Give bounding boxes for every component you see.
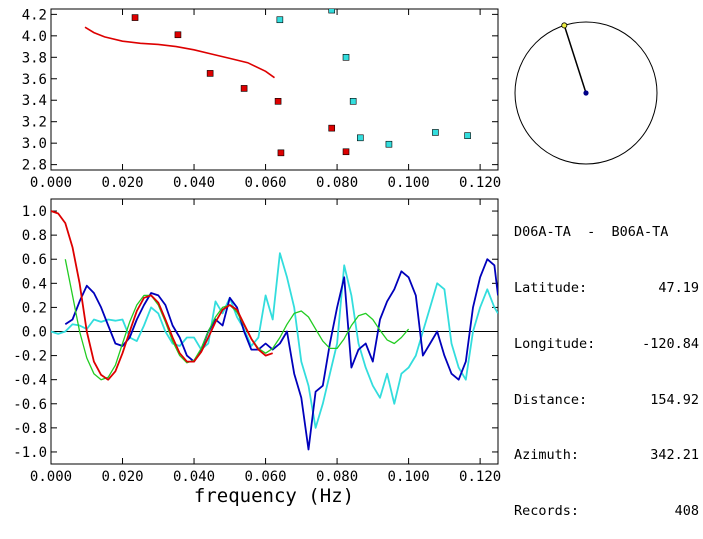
- correlation-panel: 0.000 0.020 0.040 0.060 0.080 0.100 0.120 1.0 0.…: [13, 198, 501, 507]
- figure-canvas: 0.000 0.020 0.040 0.060 0.080 0.100 0.120 2.8 3.…: [13, 7, 658, 507]
- distance-value: 154.92: [650, 391, 699, 408]
- correlation-x-tick-label: 0.000: [30, 469, 72, 485]
- azimuth-needle: [563, 25, 587, 94]
- red-dispersion-point: [174, 31, 182, 39]
- correlation-y-tick-label: -1.0: [13, 445, 47, 461]
- latitude-value: 47.19: [658, 279, 699, 296]
- cyan-dispersion-point: [385, 140, 393, 148]
- latitude-row: Latitude: 47.19: [514, 279, 699, 298]
- cyan-dispersion-point: [342, 53, 350, 61]
- dispersion-panel: 0.000 0.020 0.040 0.060 0.080 0.100 0.120 2.8 3.…: [22, 7, 501, 191]
- correlation-y-tick-label: 0.2: [22, 300, 47, 316]
- cyan-correlation-curve: [51, 252, 498, 429]
- dispersion-x-tick-label: 0.040: [173, 175, 215, 191]
- correlation-y-tick-label: 1.0: [22, 204, 47, 220]
- blue-correlation-curve: [64, 258, 498, 451]
- red-dispersion-point: [277, 149, 285, 157]
- compass-circle: [514, 21, 658, 165]
- latitude-label: Latitude:: [514, 279, 588, 296]
- records-row: Records: 408: [514, 502, 699, 521]
- dispersion-x-tick-label: 0.060: [244, 175, 286, 191]
- dispersion-y-tick-label: 3.8: [22, 50, 47, 66]
- correlation-y-tick-label: 0.4: [22, 276, 47, 292]
- dispersion-y-tick-label: 3.6: [22, 72, 47, 88]
- dispersion-x-tick-label: 0.080: [316, 175, 358, 191]
- dispersion-fit-curve: [84, 26, 275, 79]
- azimuth-row: Azimuth: 342.21: [514, 446, 699, 465]
- red-dispersion-point: [131, 14, 139, 21]
- cyan-dispersion-point: [328, 9, 336, 14]
- correlation-x-tick-label: 0.060: [244, 469, 286, 485]
- cyan-dispersion-point: [349, 98, 357, 105]
- station-pair-title: D06A-TA - B06A-TA: [514, 224, 669, 241]
- red-dispersion-point: [274, 98, 282, 105]
- dispersion-y-tick-label: 3.2: [22, 115, 47, 131]
- azimuth-compass: [514, 21, 658, 165]
- cyan-dispersion-point: [464, 132, 471, 139]
- correlation-y-tick-label: -0.2: [13, 349, 47, 365]
- station-center-dot: [583, 90, 589, 96]
- red-dispersion-point: [240, 85, 248, 92]
- dispersion-y-tick-label: 2.8: [22, 158, 47, 174]
- dispersion-x-tick-label: 0.020: [101, 175, 143, 191]
- red-dispersion-point: [342, 148, 350, 156]
- correlation-x-tick-label: 0.100: [388, 469, 430, 485]
- correlation-x-tick-label: 0.020: [101, 469, 143, 485]
- correlation-y-tick-label: 0.6: [22, 252, 47, 268]
- correlation-y-tick-label: 0.0: [22, 325, 47, 341]
- longitude-row: Longitude: -120.84: [514, 335, 699, 354]
- dispersion-x-tick-label: 0.100: [388, 175, 430, 191]
- correlation-y-tick-label: -0.6: [13, 397, 47, 413]
- dispersion-marks: [84, 9, 471, 157]
- red-dispersion-point: [206, 70, 214, 77]
- distance-label: Distance:: [514, 391, 588, 408]
- correlation-marks: [51, 210, 498, 451]
- records-value: 408: [674, 503, 699, 520]
- red-dispersion-point: [328, 124, 336, 132]
- correlation-y-tick-label: -0.4: [13, 373, 47, 389]
- green-correlation-curve: [64, 259, 410, 381]
- dispersion-y-tick-label: 3.4: [22, 93, 47, 109]
- cyan-dispersion-point: [276, 16, 284, 24]
- dispersion-x-tick-label: 0.000: [30, 175, 72, 191]
- correlation-y-tick-label: 0.8: [22, 228, 47, 244]
- cyan-dispersion-point: [357, 134, 364, 142]
- azimuth-label: Azimuth:: [514, 447, 580, 464]
- cyan-dispersion-point: [432, 129, 439, 136]
- correlation-axis-ticks: 0.000 0.020 0.040 0.060 0.080 0.100 0.120 1.0 0.…: [13, 199, 501, 485]
- longitude-label: Longitude:: [514, 335, 596, 352]
- correlation-x-tick-label: 0.040: [173, 469, 215, 485]
- longitude-value: -120.84: [642, 335, 699, 352]
- dispersion-x-tick-label: 0.120: [459, 175, 501, 191]
- azimuth-marker-icon: [561, 22, 568, 29]
- azimuth-value: 342.21: [650, 447, 699, 464]
- dispersion-y-tick-label: 4.2: [22, 7, 47, 23]
- red-correlation-curve: [51, 210, 273, 381]
- distance-row: Distance: 154.92: [514, 391, 699, 410]
- correlation-x-tick-label: 0.080: [316, 469, 358, 485]
- dispersion-y-tick-label: 3.0: [22, 136, 47, 152]
- correlation-y-tick-label: -0.8: [13, 421, 47, 437]
- dispersion-plot-frame: [50, 8, 499, 171]
- dispersion-y-tick-label: 4.0: [22, 29, 47, 45]
- x-axis-label: frequency (Hz): [194, 485, 354, 507]
- dispersion-axis-ticks: 0.000 0.020 0.040 0.060 0.080 0.100 0.120 2.8 3.…: [22, 7, 501, 191]
- records-label: Records:: [514, 503, 580, 520]
- station-info-panel: D06A-TA - B06A-TA Latitude: 47.19 Longit…: [514, 186, 699, 539]
- correlation-x-tick-label: 0.120: [459, 469, 501, 485]
